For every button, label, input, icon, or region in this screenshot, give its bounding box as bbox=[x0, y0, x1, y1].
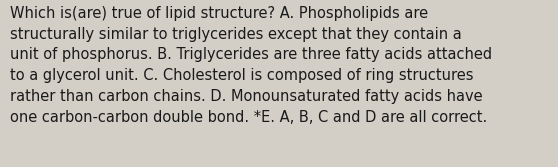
Text: Which is(are) true of lipid structure? A. Phospholipids are
structurally similar: Which is(are) true of lipid structure? A… bbox=[10, 6, 492, 125]
